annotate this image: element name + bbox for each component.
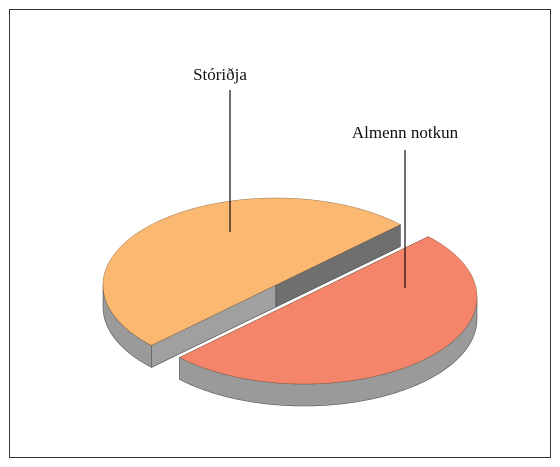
slice-label: Almenn notkun (352, 123, 459, 142)
pie-slice (102, 197, 401, 346)
pie-slice (179, 236, 478, 385)
slice-label: Stóriðja (193, 65, 247, 84)
